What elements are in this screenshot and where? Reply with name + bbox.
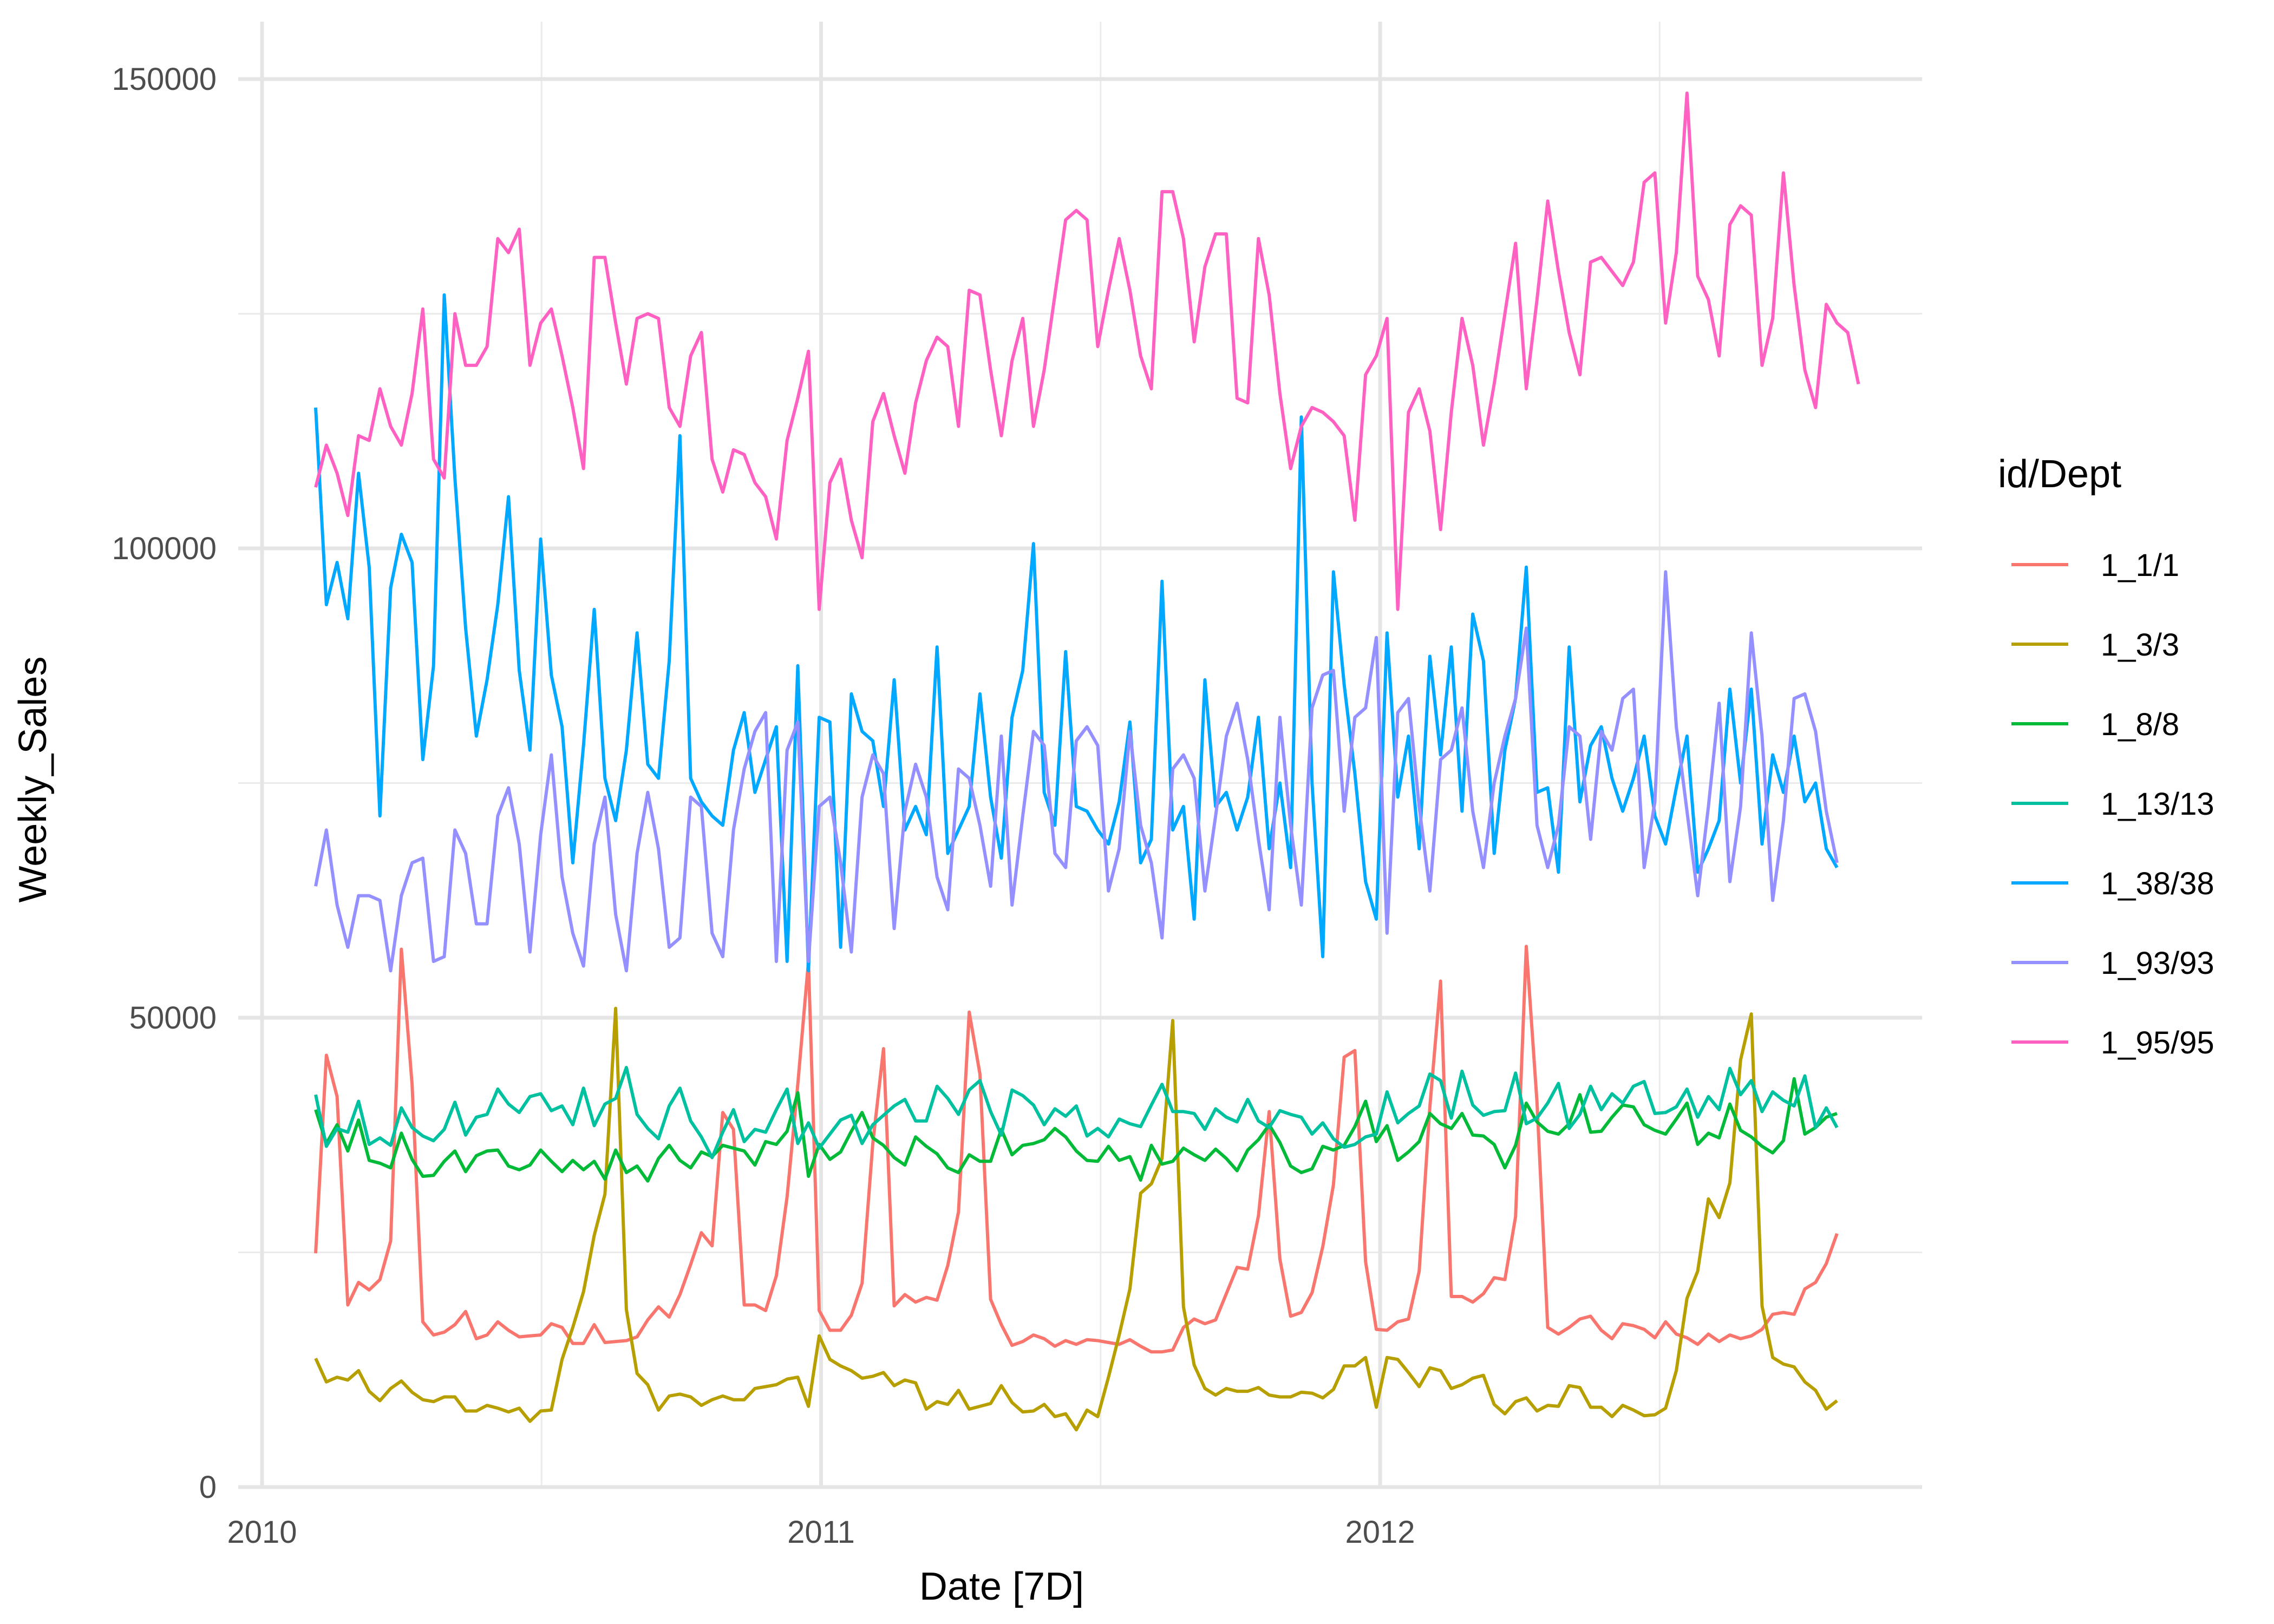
x-axis-title: Date [7D] bbox=[919, 1565, 1084, 1608]
series-line-1-93-93 bbox=[314, 570, 1839, 973]
grid-minor bbox=[238, 22, 1922, 1489]
grid-major bbox=[238, 22, 1922, 1489]
y-tick-label: 50000 bbox=[129, 1000, 217, 1036]
legend-label: 1_3/3 bbox=[2101, 627, 2179, 663]
legend-label: 1_93/93 bbox=[2101, 946, 2214, 981]
x-tick-label: 2010 bbox=[227, 1515, 297, 1550]
x-axis-ticks: 2010 2011 2012 bbox=[227, 1515, 1415, 1550]
legend-label: 1_95/95 bbox=[2101, 1025, 2214, 1060]
y-tick-label: 0 bbox=[199, 1470, 217, 1505]
series-line-1-95-95 bbox=[314, 91, 1860, 611]
legend-title: id/Dept bbox=[1998, 453, 2121, 496]
series-lines bbox=[314, 91, 1860, 1432]
series-line-1-3-3 bbox=[314, 1006, 1838, 1432]
y-tick-label: 150000 bbox=[112, 62, 217, 97]
legend-label: 1_13/13 bbox=[2101, 787, 2214, 822]
series-line-1-13-13 bbox=[314, 1065, 1839, 1160]
x-tick-label: 2011 bbox=[787, 1515, 855, 1550]
y-axis-ticks: 0 50000 100000 150000 bbox=[112, 62, 217, 1505]
x-tick-label: 2012 bbox=[1345, 1515, 1415, 1550]
legend-label: 1_1/1 bbox=[2101, 548, 2179, 583]
legend-label: 1_38/38 bbox=[2101, 866, 2214, 901]
legend-label: 1_8/8 bbox=[2101, 707, 2179, 742]
y-tick-label: 100000 bbox=[112, 531, 217, 566]
y-axis-title: Weekly_Sales bbox=[11, 657, 55, 903]
legend: id/Dept 1_1/1 1_3/3 1_8/8 1_13/13 1_38/38 1_9… bbox=[1998, 453, 2214, 1060]
